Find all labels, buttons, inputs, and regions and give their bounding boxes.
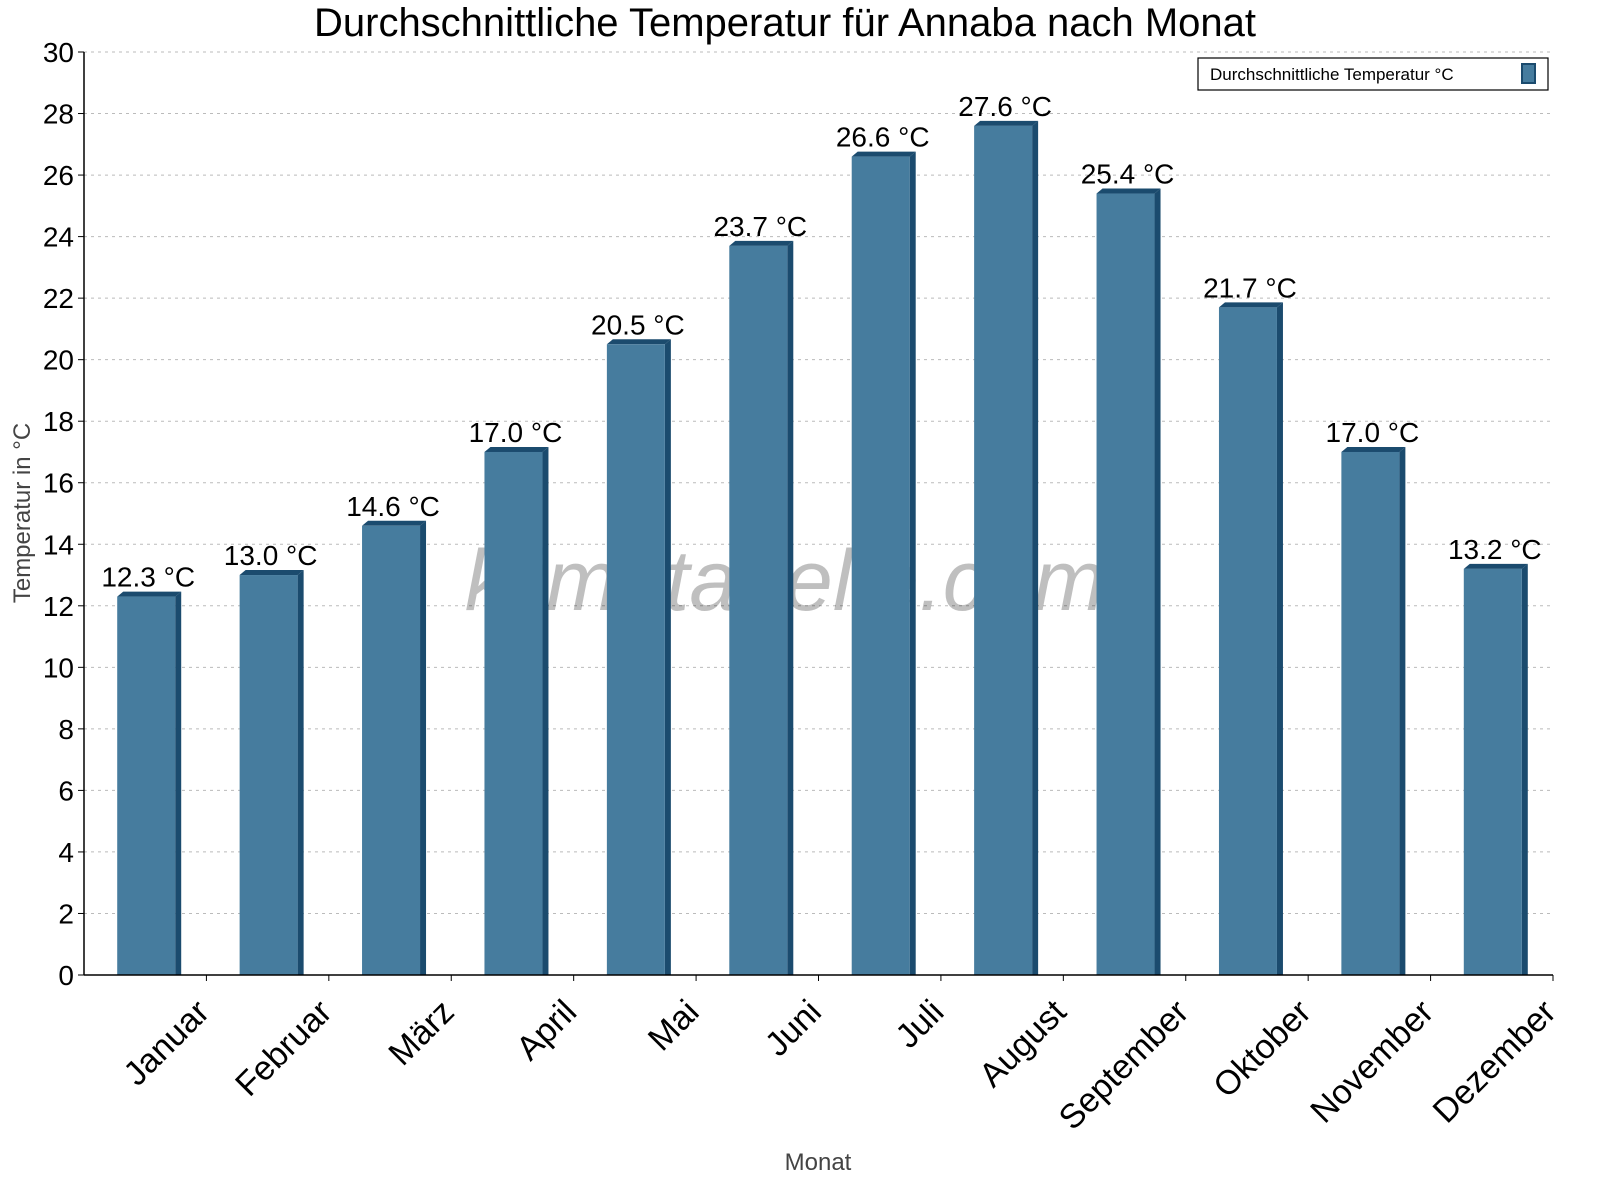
bar-top bbox=[117, 591, 182, 597]
x-tick-label: Oktober bbox=[1206, 993, 1318, 1105]
y-tick-label: 10 bbox=[43, 652, 74, 683]
y-tick-label: 8 bbox=[58, 714, 74, 745]
x-tick-label: November bbox=[1303, 993, 1441, 1131]
data-label: 25.4 °C bbox=[1081, 159, 1175, 190]
data-label: 17.0 °C bbox=[469, 417, 563, 448]
bar-top bbox=[1218, 302, 1283, 308]
bar-side bbox=[787, 240, 794, 975]
legend: Durchschnittliche Temperatur °C bbox=[1197, 57, 1549, 91]
x-axis-label: Monat bbox=[785, 1149, 852, 1176]
legend-swatch bbox=[1521, 63, 1536, 84]
bar-side bbox=[542, 446, 549, 975]
y-tick-label: 14 bbox=[43, 529, 74, 560]
y-tick-label: 0 bbox=[58, 960, 74, 991]
chart-title: Durchschnittliche Temperatur für Annaba … bbox=[314, 1, 1256, 45]
bar-top bbox=[851, 151, 916, 157]
y-tick-label: 30 bbox=[43, 37, 74, 68]
bar-top bbox=[484, 446, 549, 452]
bar bbox=[606, 344, 665, 975]
bar bbox=[239, 575, 298, 975]
y-tick-label: 2 bbox=[58, 898, 74, 929]
bar bbox=[851, 156, 910, 975]
legend-box bbox=[1197, 57, 1549, 91]
data-label: 26.6 °C bbox=[836, 122, 930, 153]
y-tick-label: 16 bbox=[43, 468, 74, 499]
x-tick-label: Dezember bbox=[1426, 993, 1564, 1131]
bar bbox=[974, 125, 1033, 976]
x-tick-label: Juni bbox=[758, 993, 829, 1064]
y-tick-label: 26 bbox=[43, 160, 74, 191]
bar-top bbox=[606, 339, 671, 345]
x-tick-label: September bbox=[1052, 993, 1196, 1137]
bar bbox=[1463, 568, 1522, 975]
data-label: 27.6 °C bbox=[958, 91, 1052, 122]
y-tick-label: 22 bbox=[43, 283, 74, 314]
bar-side bbox=[297, 570, 304, 975]
x-tick-label: April bbox=[509, 993, 584, 1068]
data-label: 13.2 °C bbox=[1448, 534, 1542, 565]
bar-top bbox=[1096, 188, 1161, 194]
x-tick-label: Juli bbox=[888, 993, 951, 1056]
bar-side bbox=[1032, 120, 1039, 976]
data-label: 12.3 °C bbox=[101, 562, 195, 593]
bar-top bbox=[729, 240, 794, 246]
y-tick-label: 28 bbox=[43, 99, 74, 130]
bar-top bbox=[1341, 446, 1406, 452]
bar-side bbox=[1276, 302, 1283, 975]
data-label: 21.7 °C bbox=[1203, 272, 1297, 303]
bar-top bbox=[974, 120, 1039, 126]
data-label: 13.0 °C bbox=[224, 540, 318, 571]
bar-top bbox=[239, 570, 304, 576]
bar-side bbox=[1399, 446, 1406, 975]
bar-side bbox=[1154, 188, 1161, 975]
y-tick-label: 24 bbox=[43, 222, 74, 253]
x-tick-label: März bbox=[381, 993, 461, 1073]
y-tick-label: 12 bbox=[43, 591, 74, 622]
data-label: 23.7 °C bbox=[713, 211, 807, 242]
bars: 12.3 °C 13.0 °C 14.6 °C 17.0 °C 20.5 °C 23.7 … bbox=[101, 91, 1542, 976]
bar bbox=[1096, 193, 1155, 975]
y-axis-label: Temperatur in °C bbox=[9, 423, 36, 603]
y-tick-label: 4 bbox=[58, 837, 74, 868]
data-label: 20.5 °C bbox=[591, 309, 685, 340]
bar-side bbox=[175, 591, 182, 975]
bar-side bbox=[1521, 563, 1528, 975]
y-tick-label: 18 bbox=[43, 406, 74, 437]
bar-side bbox=[420, 520, 427, 975]
x-tick-label: Januar bbox=[116, 993, 216, 1093]
data-label: 17.0 °C bbox=[1326, 417, 1420, 448]
x-tick-label: Mai bbox=[641, 993, 707, 1059]
bar bbox=[484, 451, 543, 975]
bar-top bbox=[1463, 563, 1528, 569]
x-tick-label: Februar bbox=[228, 993, 339, 1104]
bar-top bbox=[362, 520, 427, 526]
y-tick-label: 6 bbox=[58, 775, 74, 806]
bar bbox=[117, 596, 176, 975]
bar bbox=[362, 525, 421, 975]
x-tick-label: August bbox=[972, 992, 1074, 1094]
y-tick-label: 20 bbox=[43, 345, 74, 376]
bar-side bbox=[664, 339, 671, 975]
bar bbox=[1341, 451, 1400, 975]
bar bbox=[729, 245, 788, 975]
legend-label: Durchschnittliche Temperatur °C bbox=[1210, 65, 1454, 84]
bar-side bbox=[909, 151, 916, 975]
bar bbox=[1218, 307, 1277, 975]
data-label: 14.6 °C bbox=[346, 491, 440, 522]
grid-lines bbox=[84, 51, 1553, 914]
